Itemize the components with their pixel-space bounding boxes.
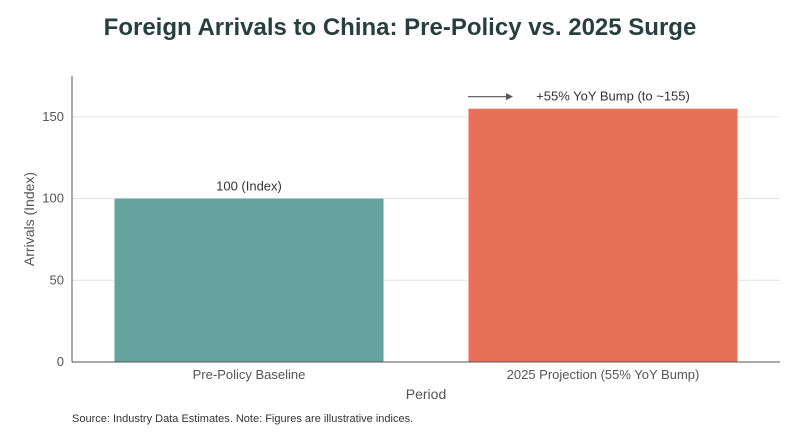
y-axis-title: Arrivals (Index) (21, 172, 37, 266)
x-axis-title: Period (406, 386, 446, 402)
data-label: +55% YoY Bump (to ~155) (536, 89, 690, 104)
y-tick-label: 50 (50, 272, 64, 287)
bars (114, 108, 738, 362)
x-tick-label: 2025 Projection (55% YoY Bump) (507, 367, 700, 382)
y-tick-labels: 0 50 100 150 (42, 109, 64, 369)
annotation-arrow-head (506, 93, 513, 101)
source-note: Source: Industry Data Estimates. Note: F… (72, 413, 414, 425)
bar (114, 198, 384, 362)
bar (468, 108, 738, 362)
y-tick-label: 100 (42, 191, 64, 206)
data-label: 100 (Index) (216, 179, 282, 194)
chart-title: Foreign Arrivals to China: Pre-Policy vs… (103, 14, 697, 41)
data-labels: 100 (Index) +55% YoY Bump (to ~155) (216, 89, 690, 194)
y-tick-label: 150 (42, 109, 64, 124)
x-tick-label: Pre-Policy Baseline (193, 367, 306, 382)
y-tick-label: 0 (57, 354, 64, 369)
x-tick-labels: Pre-Policy Baseline 2025 Projection (55% … (193, 367, 700, 382)
annotation (468, 93, 513, 101)
